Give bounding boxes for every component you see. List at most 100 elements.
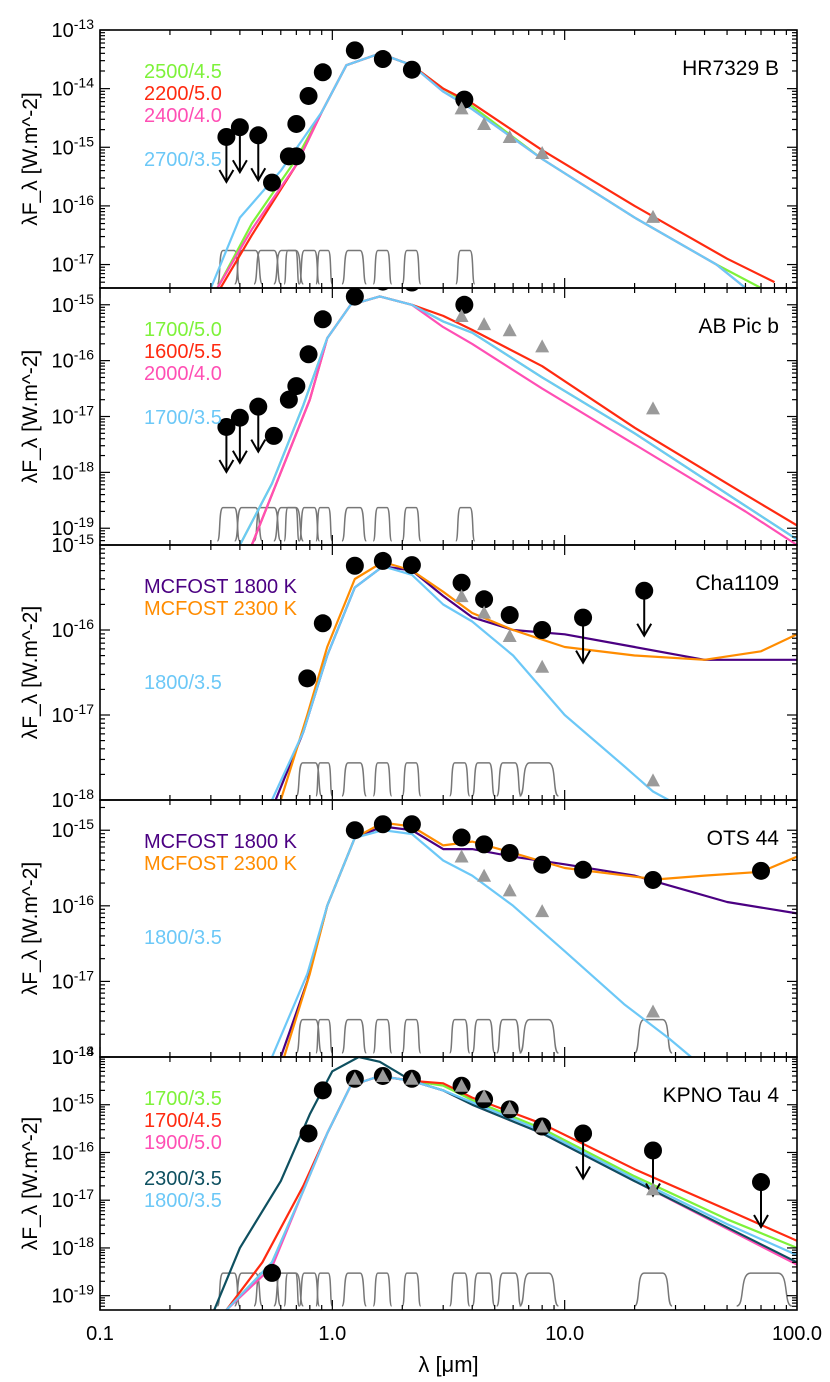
data-point bbox=[263, 173, 282, 192]
data-point bbox=[373, 815, 392, 834]
model-flux-triangle bbox=[347, 1071, 362, 1085]
model-flux-triangle bbox=[535, 145, 550, 159]
y-tick-label: 10-15 bbox=[52, 816, 95, 842]
model-flux-triangle bbox=[502, 628, 517, 642]
filter-curve bbox=[471, 1018, 496, 1054]
data-point bbox=[313, 310, 332, 329]
data-point bbox=[287, 114, 306, 133]
legend-entry: 1600/5.5 bbox=[144, 341, 222, 363]
model-curve bbox=[270, 829, 692, 1057]
filter-curve bbox=[471, 1272, 496, 1307]
filter-curve bbox=[216, 506, 241, 542]
filter-curve bbox=[401, 1272, 422, 1307]
legend-entry: 2000/4.0 bbox=[144, 363, 222, 385]
y-axis-label: λF_λ [W.m^-2] bbox=[19, 350, 42, 484]
model-flux-triangle bbox=[535, 659, 550, 673]
legend-entry: 1700/3.5 bbox=[144, 407, 222, 429]
x-tick-label: 1.0 bbox=[318, 1323, 346, 1345]
legend-entry: 1700/4.5 bbox=[144, 1110, 222, 1132]
data-point bbox=[345, 288, 364, 306]
data-point bbox=[345, 821, 364, 840]
upper-limit-arrowhead bbox=[218, 169, 235, 184]
data-point bbox=[345, 41, 364, 60]
panel-title: AB Pic b bbox=[698, 315, 779, 338]
model-flux-triangle bbox=[535, 904, 550, 918]
x-tick-label: 0.1 bbox=[86, 1323, 114, 1345]
model-flux-triangle bbox=[454, 849, 469, 863]
data-point bbox=[279, 390, 298, 409]
data-point bbox=[402, 60, 421, 79]
plot-area bbox=[216, 288, 797, 545]
model-flux-triangle bbox=[477, 317, 492, 331]
legend-entry: 2300/3.5 bbox=[144, 1168, 222, 1190]
y-tick-label: 10-17 bbox=[52, 1186, 95, 1212]
data-point bbox=[287, 377, 306, 396]
filter-curve bbox=[283, 249, 300, 285]
y-tick-label: 10-16 bbox=[52, 347, 95, 373]
data-point bbox=[533, 621, 552, 639]
model-flux-triangle bbox=[535, 1119, 550, 1133]
data-point bbox=[452, 573, 471, 592]
panel-title: OTS 44 bbox=[707, 827, 780, 850]
panel-frame bbox=[99, 1056, 798, 1311]
legend-entry: 1800/3.5 bbox=[144, 927, 222, 949]
data-point bbox=[299, 345, 318, 364]
panel-title: HR7329 B bbox=[682, 57, 779, 80]
upper-limit-arrowhead bbox=[250, 439, 267, 454]
upper-limit-arrowhead bbox=[645, 1182, 661, 1198]
legend-entry: 1800/3.5 bbox=[144, 672, 222, 694]
y-tick-label: 10-18 bbox=[52, 458, 95, 484]
y-tick-label: 10-14 bbox=[52, 1043, 95, 1069]
filter-curve bbox=[495, 1018, 522, 1054]
legend-entry: MCFOST 1800 K bbox=[144, 831, 298, 853]
filter-curve bbox=[341, 249, 368, 285]
panel-title: Cha1109 bbox=[695, 572, 779, 595]
filter-curve bbox=[448, 1018, 471, 1054]
x-tick-label: 100.0 bbox=[772, 1323, 822, 1345]
filter-curve bbox=[341, 506, 368, 542]
upper-limit-arrowhead bbox=[575, 1165, 591, 1181]
y-axis-label: λF_λ [W.m^-2] bbox=[19, 92, 42, 226]
panel-5: 10-19 10-18 10-17 10-16 10-15 10-14 λF_λ [W.m^… bbox=[19, 1043, 798, 1311]
model-flux-triangle bbox=[646, 401, 661, 415]
legend-entry: 2200/5.0 bbox=[144, 83, 222, 105]
x-axis-label: λ [μm] bbox=[418, 1352, 478, 1377]
y-tick-label: 10-15 bbox=[52, 133, 95, 159]
y-axis-label: λF_λ [W.m^-2] bbox=[19, 1117, 42, 1251]
filter-curve bbox=[518, 1272, 560, 1307]
upper-limit-arrowhead bbox=[753, 1214, 769, 1230]
data-point bbox=[313, 614, 332, 633]
filter-curve bbox=[295, 1018, 323, 1054]
model-flux-triangle bbox=[535, 339, 550, 353]
filter-curve bbox=[495, 762, 522, 797]
upper-limit-arrowhead bbox=[218, 459, 235, 474]
filter-curve bbox=[298, 506, 321, 542]
filter-curve bbox=[315, 506, 334, 542]
panel-2: 10-19 10-18 10-17 10-16 10-15 λF_λ [W.m^-2] AB… bbox=[19, 287, 798, 546]
panel-1: 10-17 10-16 10-15 10-14 10-13 λF_λ [W.m^-2] HR… bbox=[19, 16, 798, 289]
data-point bbox=[644, 870, 663, 889]
filter-curve bbox=[341, 1018, 368, 1054]
y-tick-label: 10-19 bbox=[52, 514, 95, 540]
model-flux-triangle bbox=[502, 883, 517, 897]
y-tick-label: 10-15 bbox=[52, 1091, 95, 1117]
panel-4: 10-18 10-17 10-16 10-15 λF_λ [W.m^-2] OTS 44 M… bbox=[19, 799, 798, 1069]
data-point bbox=[475, 835, 494, 854]
y-tick-label: 10-16 bbox=[52, 1138, 95, 1164]
data-point bbox=[475, 590, 494, 609]
plot-area bbox=[213, 1057, 797, 1310]
data-point bbox=[500, 606, 519, 625]
data-point bbox=[299, 86, 318, 105]
model-flux-triangle bbox=[502, 129, 517, 143]
filter-curve bbox=[633, 1018, 673, 1054]
data-point bbox=[263, 1263, 282, 1282]
model-flux-triangle bbox=[646, 1182, 661, 1196]
data-point bbox=[299, 1124, 318, 1143]
filter-curve bbox=[283, 506, 300, 542]
data-point bbox=[373, 551, 392, 570]
upper-limit-arrowhead bbox=[250, 167, 267, 183]
filter-curve bbox=[448, 1272, 471, 1307]
filter-curve bbox=[298, 249, 321, 285]
model-flux-triangle bbox=[454, 308, 469, 322]
